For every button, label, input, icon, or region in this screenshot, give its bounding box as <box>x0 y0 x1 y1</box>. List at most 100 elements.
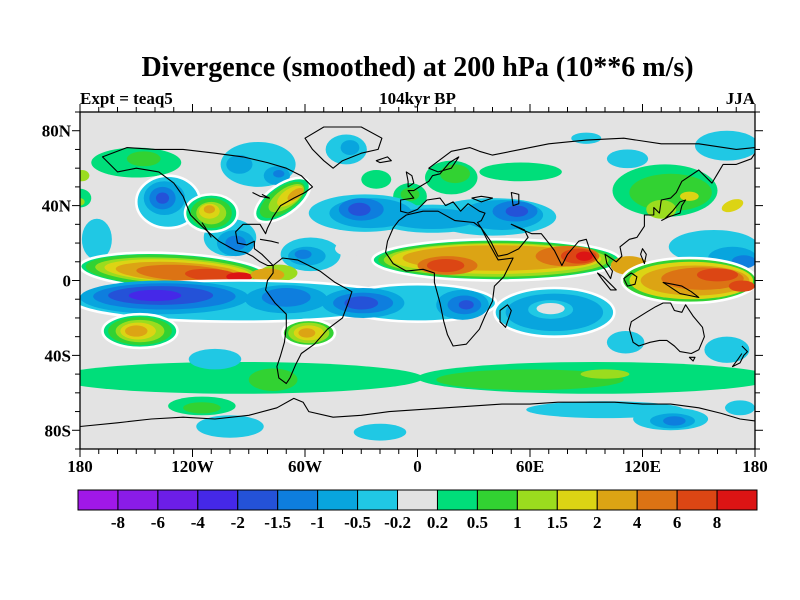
map-blob <box>248 368 298 391</box>
map-blob <box>400 187 420 201</box>
colorbar-label: -1.5 <box>264 513 291 532</box>
map-blob <box>680 191 699 201</box>
map-blob <box>225 235 246 251</box>
coastline-uk <box>405 171 415 188</box>
coastline-north-america <box>101 147 314 267</box>
x-axis-label: 180 <box>67 457 93 476</box>
x-axis-label: 180 <box>742 457 768 476</box>
map-blob <box>128 289 182 302</box>
map-blob <box>126 151 161 167</box>
colorbar-label: 2 <box>593 513 602 532</box>
coastline-borneo <box>623 272 638 287</box>
coastline-south-america <box>265 257 353 385</box>
colorbar-segment <box>237 489 279 511</box>
coastlines <box>80 126 755 428</box>
colorbar-label: 4 <box>633 513 642 532</box>
map-blob <box>575 251 593 261</box>
map-blob <box>335 241 365 257</box>
date-label: 104kyr BP <box>379 89 456 108</box>
y-axis-label: 40S <box>45 346 71 365</box>
plot-title: Divergence (smoothed) at 200 hPa (10**6 … <box>141 52 694 83</box>
y-axis-label: 40N <box>42 197 72 216</box>
colorbar-label: 1 <box>513 513 522 532</box>
colorbar-segment <box>357 489 399 511</box>
map-blob <box>196 415 264 438</box>
map-blob <box>287 187 304 201</box>
coastline-madagascar <box>499 304 512 328</box>
colorbar-segment <box>77 489 119 511</box>
colorbar-segment <box>397 489 438 511</box>
x-axis-label: 0 <box>413 457 422 476</box>
map-blob <box>458 300 474 310</box>
map-blob <box>348 202 371 216</box>
map-blob <box>728 280 755 292</box>
map-blob <box>155 192 170 204</box>
map-blob <box>81 218 112 260</box>
y-axis-label: 80N <box>42 122 72 141</box>
coastline-australia <box>628 302 705 355</box>
map-blob <box>536 302 565 315</box>
map-blob <box>261 287 311 307</box>
colorbar-label: 1.5 <box>547 513 568 532</box>
map-blob <box>185 268 238 282</box>
coastline-antarctica <box>80 397 755 428</box>
experiment-label: Expt = teaq5 <box>80 89 173 108</box>
map-blob <box>294 249 312 259</box>
map-blob <box>725 400 755 416</box>
map-blob <box>203 205 215 214</box>
map-blob <box>226 272 253 282</box>
colorbar-label: 0.2 <box>427 513 448 532</box>
map-blob <box>183 402 221 414</box>
map-blob <box>426 258 465 273</box>
x-axis-label: 120W <box>171 457 214 476</box>
map-blob <box>440 164 470 184</box>
map-blob <box>696 268 739 282</box>
season-label: JJA <box>725 89 755 108</box>
coastline-philippines <box>640 248 647 265</box>
colorbar-label: 0.5 <box>467 513 488 532</box>
map-blob <box>571 132 602 144</box>
map-blob <box>125 325 148 337</box>
map-blob <box>629 173 712 212</box>
colorbar-segment <box>516 489 558 511</box>
map-blob <box>80 198 85 206</box>
colorbar-label: -4 <box>191 513 206 532</box>
y-axis-label: 0 <box>63 272 72 291</box>
x-axis-label: 60E <box>516 457 544 476</box>
coastline-great-lakes <box>252 192 270 199</box>
map-blob <box>80 361 424 394</box>
map-blob <box>704 336 750 363</box>
axis-ticks <box>72 104 763 457</box>
coastline-iceland <box>375 156 392 164</box>
x-axis-label: 60W <box>288 457 322 476</box>
map-blob <box>361 170 392 189</box>
coastline-japan <box>661 199 687 222</box>
map-blob <box>436 369 624 391</box>
map-blob <box>344 296 379 310</box>
map-blob <box>721 199 744 213</box>
colorbar-label: 6 <box>673 513 682 532</box>
coastline-tasmania <box>688 356 696 362</box>
map-blob <box>250 268 285 282</box>
map-blob <box>188 348 242 370</box>
colorbar-segment <box>277 489 319 511</box>
map-blob <box>606 149 649 169</box>
map-blob <box>340 140 360 156</box>
map-blob <box>273 170 285 178</box>
coastline-eurasia <box>400 137 755 280</box>
map-blob <box>479 162 562 182</box>
map-blob <box>580 369 630 379</box>
colorbar-segment <box>436 489 478 511</box>
map-blob <box>387 208 478 230</box>
map-blob <box>695 130 755 161</box>
map-blob <box>226 155 253 174</box>
colorbar-label: -2 <box>231 513 245 532</box>
x-axis-label: 120E <box>624 457 661 476</box>
coastline-cuba <box>259 238 279 244</box>
colorbar-segment <box>476 489 518 511</box>
colorbar: -8 -6 -4 -2 -1.5 -1 -0.5 -0.2 0.2 0.5 1 1.5 2 4 6 8 <box>77 489 758 532</box>
coastline-black-sea <box>471 195 494 203</box>
colorbar-segment <box>117 489 159 511</box>
map-blob <box>505 205 529 217</box>
